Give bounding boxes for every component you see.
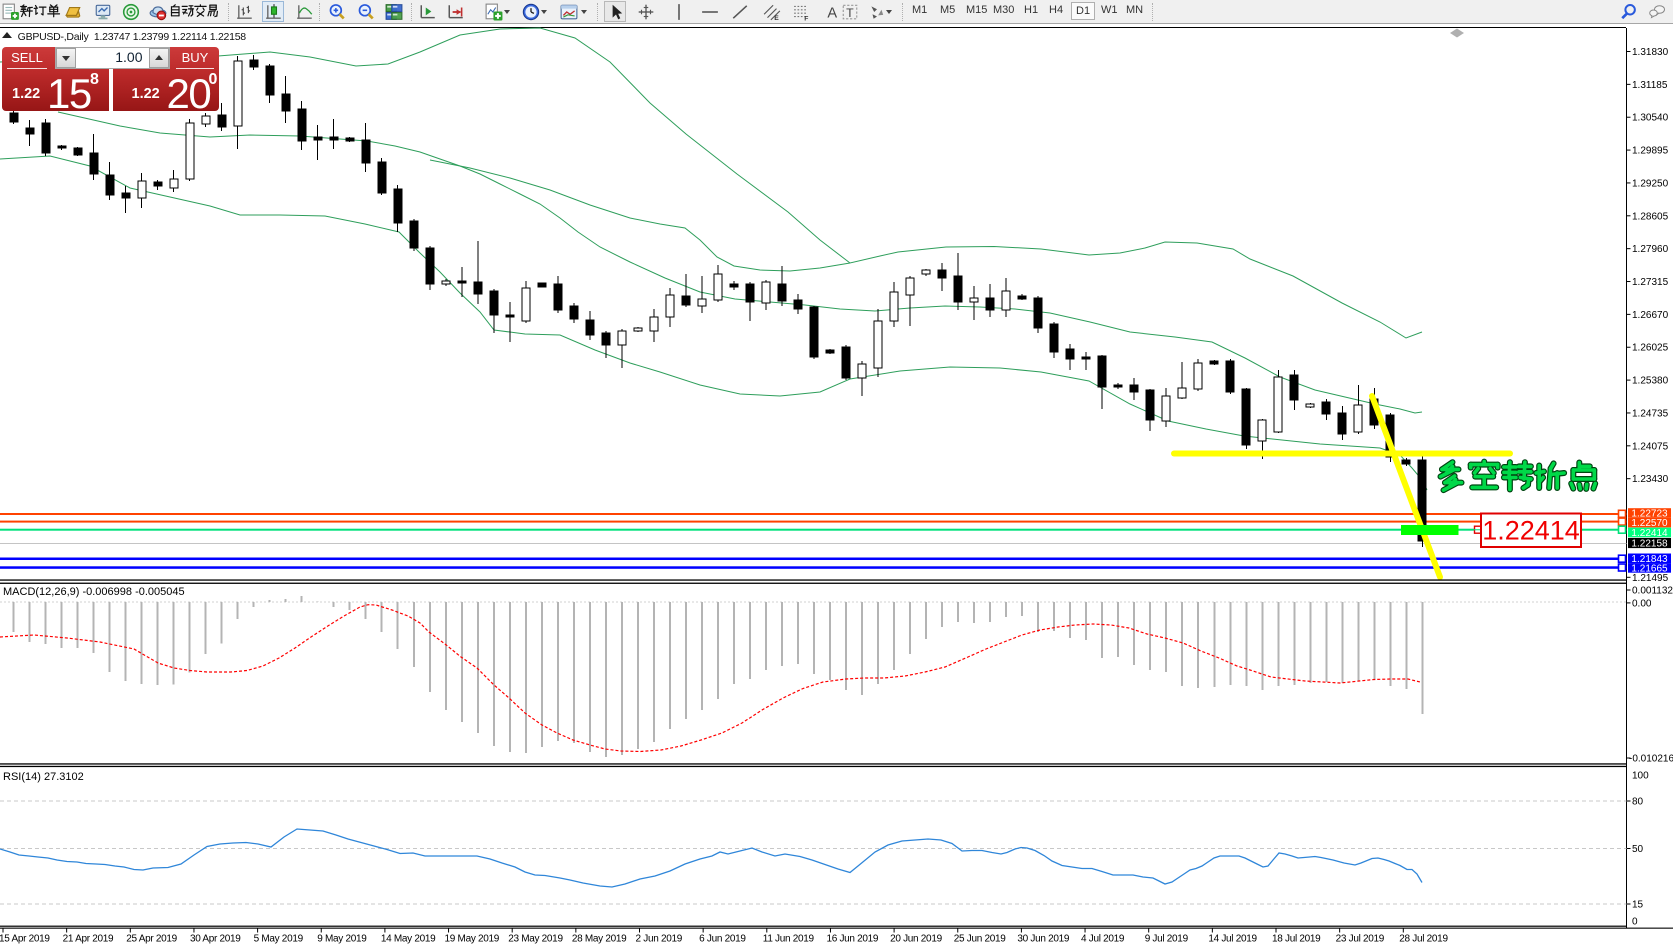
svg-text:0.00: 0.00 (1632, 598, 1652, 609)
svg-text:T: T (846, 6, 854, 20)
svg-text:16 Jun 2019: 16 Jun 2019 (826, 934, 878, 945)
svg-text:4 Jul 2019: 4 Jul 2019 (1081, 934, 1125, 945)
svg-text:11 Jun 2019: 11 Jun 2019 (763, 934, 815, 945)
svg-text:9 May 2019: 9 May 2019 (317, 934, 367, 945)
svg-text:1.21665: 1.21665 (1631, 563, 1668, 574)
svg-text:19 May 2019: 19 May 2019 (445, 934, 500, 945)
svg-text:9 Jul 2019: 9 Jul 2019 (1145, 934, 1189, 945)
svg-text:RSI(14) 27.3102: RSI(14) 27.3102 (3, 771, 84, 783)
svg-text:1.27315: 1.27315 (1632, 277, 1669, 288)
svg-text:5 May 2019: 5 May 2019 (254, 934, 304, 945)
svg-text:23 May 2019: 23 May 2019 (508, 934, 563, 945)
svg-text:2 Jun 2019: 2 Jun 2019 (636, 934, 683, 945)
svg-text:80: 80 (1632, 797, 1644, 808)
svg-text:21 Apr 2019: 21 Apr 2019 (63, 934, 114, 945)
svg-text:F: F (804, 15, 808, 21)
svg-text:18 Jul 2019: 18 Jul 2019 (1272, 934, 1321, 945)
svg-text:1.21843: 1.21843 (1631, 554, 1668, 565)
svg-text:1.31830: 1.31830 (1632, 47, 1669, 58)
svg-text:28 May 2019: 28 May 2019 (572, 934, 627, 945)
svg-text:1.22414: 1.22414 (1631, 528, 1668, 539)
svg-text:1.21495: 1.21495 (1632, 573, 1669, 584)
svg-text:30 Apr 2019: 30 Apr 2019 (190, 934, 241, 945)
svg-text:0: 0 (1632, 917, 1638, 928)
svg-text:MACD(12,26,9) -0.006998 -0.005: MACD(12,26,9) -0.006998 -0.005045 (3, 586, 185, 598)
svg-text:1.24075: 1.24075 (1632, 441, 1669, 452)
svg-text:-0.010216: -0.010216 (1629, 754, 1673, 765)
svg-text:30 Jun 2019: 30 Jun 2019 (1017, 934, 1069, 945)
svg-text:1.26670: 1.26670 (1632, 310, 1669, 321)
svg-text:1.29895: 1.29895 (1632, 146, 1669, 157)
svg-text:15: 15 (1632, 900, 1644, 911)
svg-text:50: 50 (1632, 844, 1644, 855)
svg-text:0.001132: 0.001132 (1632, 586, 1673, 597)
svg-text:1.25380: 1.25380 (1632, 376, 1669, 387)
svg-text:14 Jul 2019: 14 Jul 2019 (1208, 934, 1257, 945)
svg-text:23 Jul 2019: 23 Jul 2019 (1336, 934, 1385, 945)
svg-text:1.22414: 1.22414 (1482, 516, 1580, 546)
svg-text:1.30540: 1.30540 (1632, 113, 1669, 124)
svg-text:15 Apr 2019: 15 Apr 2019 (0, 934, 50, 945)
svg-text:20 Jun 2019: 20 Jun 2019 (890, 934, 942, 945)
svg-text:1.23430: 1.23430 (1632, 474, 1669, 485)
svg-text:25 Jun 2019: 25 Jun 2019 (954, 934, 1006, 945)
svg-text:1.31185: 1.31185 (1632, 80, 1668, 91)
svg-text:1.22158: 1.22158 (1631, 539, 1668, 550)
svg-text:E: E (774, 15, 779, 21)
svg-text:25 Apr 2019: 25 Apr 2019 (126, 934, 177, 945)
svg-text:1.29250: 1.29250 (1632, 178, 1669, 189)
svg-text:A: A (827, 6, 837, 21)
svg-text:1.26025: 1.26025 (1632, 343, 1669, 354)
svg-text:100: 100 (1632, 771, 1649, 782)
svg-text:1.22723: 1.22723 (1631, 509, 1668, 520)
svg-text:1.28605: 1.28605 (1632, 211, 1669, 222)
svg-text:6 Jun 2019: 6 Jun 2019 (699, 934, 746, 945)
svg-text:1.24735: 1.24735 (1632, 408, 1669, 419)
svg-text:14 May 2019: 14 May 2019 (381, 934, 436, 945)
svg-text:1.27960: 1.27960 (1632, 244, 1669, 255)
svg-text:28 Jul 2019: 28 Jul 2019 (1399, 934, 1448, 945)
svg-text:1.22570: 1.22570 (1631, 518, 1668, 529)
